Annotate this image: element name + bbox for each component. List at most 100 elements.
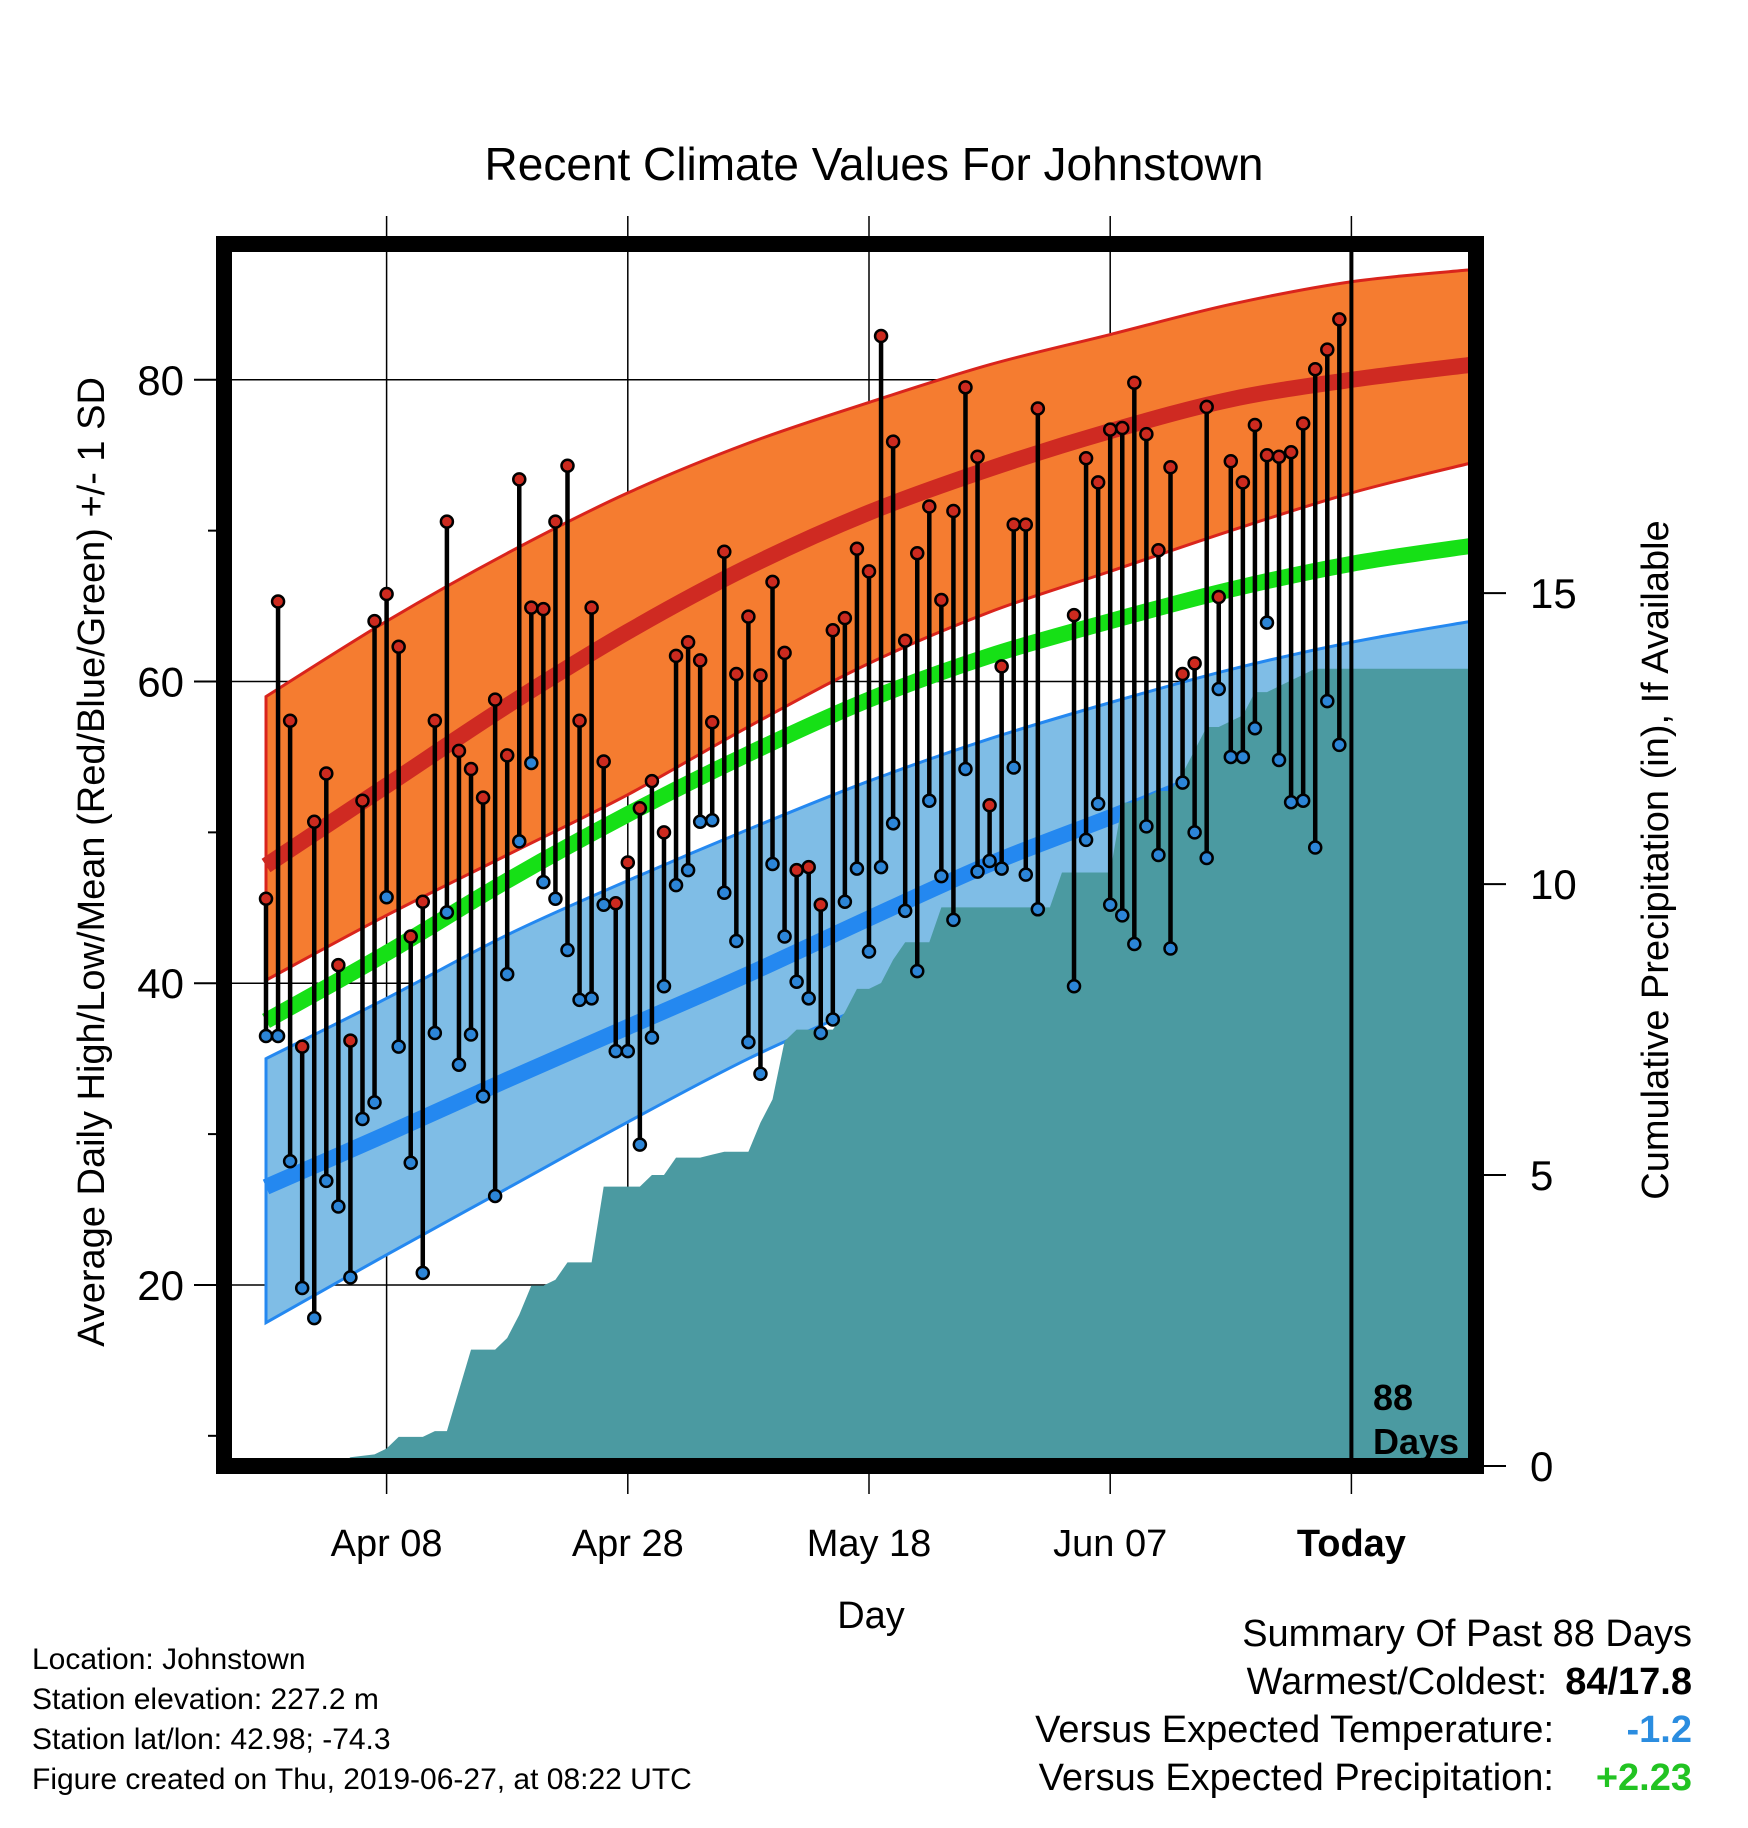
high-temp-point	[922, 499, 937, 514]
x-tick-label: Apr 08	[331, 1523, 443, 1565]
x-tick-label: Jun 07	[1053, 1523, 1167, 1565]
low-temp-point	[1090, 796, 1106, 811]
low-temp-point	[1223, 749, 1239, 765]
high-temp-point	[1271, 449, 1287, 464]
low-temp-point	[1235, 749, 1251, 765]
high-temp-point	[548, 514, 563, 529]
low-temp-point	[656, 979, 672, 994]
high-temp-point	[487, 692, 503, 707]
elevation-text: Station elevation: 227.2 m	[32, 1683, 379, 1716]
high-temp-point	[475, 790, 491, 805]
low-temp-point	[958, 761, 973, 777]
y2-tick-label: 0	[1530, 1443, 1553, 1490]
high-temp-point	[729, 666, 744, 682]
high-temp-point	[1295, 416, 1311, 431]
today-days-word: Days	[1373, 1421, 1459, 1462]
x-tick-label: Today	[1297, 1523, 1406, 1565]
high-temp-point	[427, 713, 443, 728]
low-temp-point	[1332, 737, 1347, 753]
high-temp-point	[994, 659, 1009, 674]
low-temp-point	[1030, 902, 1046, 917]
low-temp-point	[1199, 850, 1214, 866]
y2-tick-label: 10	[1530, 861, 1577, 908]
x-axis-label: Day	[837, 1595, 905, 1637]
temperature-departure-label: Versus Expected Temperature:	[1035, 1709, 1554, 1751]
low-temp-point	[849, 861, 865, 876]
low-temp-point	[837, 894, 853, 910]
high-temp-point	[1115, 420, 1130, 436]
low-temp-point	[415, 1265, 431, 1281]
low-temp-point	[306, 1310, 322, 1326]
summary-panel: Summary Of Past 88 Days Warmest/Coldest:…	[892, 1610, 1692, 1802]
high-temp-point	[632, 800, 648, 816]
low-temp-point	[1187, 825, 1202, 840]
high-temp-point	[861, 564, 877, 579]
low-temp-point	[680, 862, 696, 878]
precipitation-departure-label: Versus Expected Precipitation:	[1038, 1757, 1554, 1799]
y2-tick-label: 15	[1530, 570, 1577, 617]
low-temp-point	[970, 864, 985, 879]
low-temp-point	[620, 1043, 636, 1059]
low-temp-point	[1163, 941, 1178, 956]
daily-points	[258, 312, 1347, 1326]
low-temp-point	[729, 933, 744, 949]
summary-heading: Summary Of Past 88 Days	[1242, 1613, 1692, 1655]
low-temp-point	[1127, 936, 1142, 952]
high-temp-point	[524, 600, 539, 615]
high-temp-point	[1332, 312, 1347, 327]
high-temp-point	[536, 601, 551, 617]
high-temp-point	[1320, 342, 1335, 357]
high-temp-point	[608, 896, 623, 911]
high-temp-point	[294, 1039, 310, 1054]
y-axis-label: Average Daily High/Low/Mean (Red/Blue/Gr…	[71, 377, 113, 1347]
low-temp-point	[644, 1030, 660, 1045]
low-temp-point	[512, 834, 527, 849]
low-temp-point	[801, 991, 816, 1006]
low-temp-point	[1283, 794, 1299, 810]
high-temp-point	[837, 610, 853, 626]
y-tick-label: 60	[137, 659, 184, 706]
high-temp-point	[1283, 444, 1299, 460]
low-temp-point	[343, 1270, 358, 1285]
low-temp-point	[873, 859, 889, 875]
high-temp-point	[873, 328, 889, 344]
high-temp-point	[656, 825, 672, 840]
low-temp-point	[427, 1025, 443, 1041]
high-temp-point	[306, 814, 322, 830]
daily-range-bars	[263, 319, 1342, 1319]
low-temp-point	[451, 1057, 467, 1072]
high-temp-point	[572, 713, 587, 728]
low-temp-point	[319, 1173, 334, 1189]
low-temp-point	[1018, 867, 1034, 882]
low-temp-point	[777, 929, 792, 944]
high-temp-point	[825, 622, 841, 638]
low-temp-point	[1078, 832, 1094, 848]
high-temp-point	[560, 458, 575, 474]
high-temp-point	[1307, 361, 1323, 377]
low-temp-point	[524, 755, 539, 771]
low-temp-point	[536, 874, 551, 890]
high-temp-point	[934, 592, 949, 608]
high-temp-point	[885, 434, 901, 449]
low-temp-point	[1175, 775, 1190, 790]
low-temp-point	[282, 1154, 298, 1169]
high-temp-point	[668, 648, 684, 664]
high-temp-point	[451, 743, 467, 759]
temperature-departure-value: -1.2	[1626, 1709, 1692, 1751]
low-temp-point	[596, 897, 611, 913]
low-temp-point	[861, 944, 877, 959]
high-temp-point	[813, 897, 829, 913]
x-tick-label: May 18	[807, 1523, 932, 1565]
high-temp-point	[512, 472, 527, 487]
high-temp-point	[270, 594, 286, 609]
high-temp-point	[1163, 460, 1178, 475]
high-temp-point	[331, 957, 346, 973]
low-temp-point	[331, 1199, 346, 1214]
low-temp-point	[922, 793, 937, 808]
high-temp-point	[1006, 517, 1021, 532]
high-temp-point	[897, 633, 913, 649]
low-temp-point	[1271, 752, 1287, 768]
warmest-coldest-value: 84/17.8	[1565, 1661, 1692, 1703]
temperature-departure-row: Versus Expected Temperature: -1.2	[892, 1706, 1692, 1754]
low-temp-point	[1211, 681, 1226, 697]
